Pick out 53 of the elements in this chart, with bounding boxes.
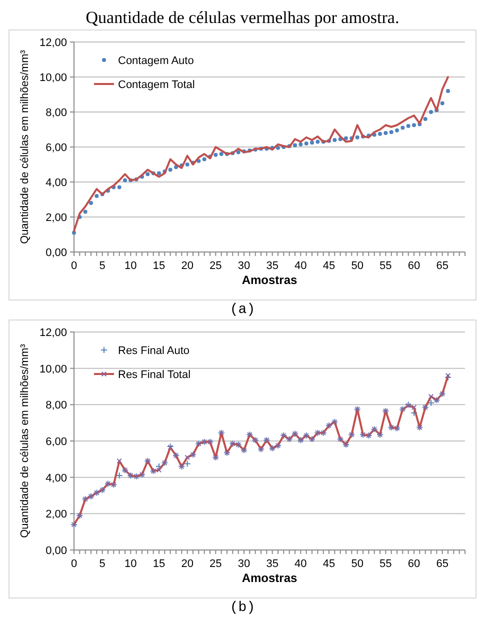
y-tick-label: 8,00 [46,400,67,412]
x-tick-label: 15 [152,260,166,272]
x-tick-label: 45 [322,260,336,272]
y-tick-label: 0,00 [46,545,67,557]
x-tick-label: 55 [380,558,392,570]
y-tick-label: 10,00 [39,363,67,376]
x-tick-label: 40 [294,260,307,272]
x-axis-title: Amostras [242,273,298,287]
x-tick-label: 65 [436,558,448,570]
legend-label: Contagem Total [118,79,195,91]
x-tick-label: 45 [322,558,336,570]
x-tick-label: 30 [238,260,250,272]
x-tick-label: 25 [210,260,222,272]
y-axis-title: Quantidade de células em milhões/mm³ [19,344,31,538]
x-tick-label: 20 [181,558,194,570]
x-tick-label: 50 [351,558,364,570]
legend-label: Contagem Auto [118,55,194,67]
x-tick-label: 5 [99,260,106,272]
x-tick-label: 60 [408,558,420,570]
x-tick-label: 50 [351,260,364,272]
y-tick-label: 12,00 [39,327,67,339]
legend-label: Res Final Auto [118,345,190,357]
x-tick-label: 65 [436,260,448,272]
y-tick-label: 8,00 [46,107,67,119]
x-tick-label: 0 [70,558,78,570]
x-tick-label: 40 [294,558,307,570]
y-tick-label: 0,00 [46,247,67,259]
y-tick-label: 12,00 [39,37,67,49]
text: (b) [230,600,256,616]
text: (a) [230,302,256,318]
x-tick-label: 30 [238,558,250,570]
legend-label: Res Final Total [118,369,191,381]
x-tick-label: 60 [408,260,420,272]
x-tick-label: 15 [152,558,166,570]
x-tick-label: 10 [124,260,137,272]
y-tick-label: 6,00 [46,436,67,448]
y-tick-label: 10,00 [39,72,67,84]
y-tick-label: 4,00 [46,472,67,484]
x-tick-label: 20 [181,260,194,272]
x-tick-label: 35 [266,558,278,570]
x-tick-label: 25 [210,558,222,570]
x-tick-label: 55 [380,260,392,272]
x-axis-title: Amostras [242,571,298,585]
x-tick-label: 10 [124,558,137,570]
x-tick-label: 5 [99,558,106,570]
y-tick-label: 2,00 [46,508,67,521]
x-tick-label: 35 [266,260,278,272]
y-tick-label: 6,00 [46,142,67,154]
y-axis-title: Quantidade de células em milhões/mm³ [19,50,31,244]
chart-title: Quantidade de células vermelhas por amostra. [86,8,400,27]
y-tick-label: 4,00 [46,177,67,189]
x-tick-label: 0 [70,260,78,272]
y-tick-label: 2,00 [46,212,67,224]
